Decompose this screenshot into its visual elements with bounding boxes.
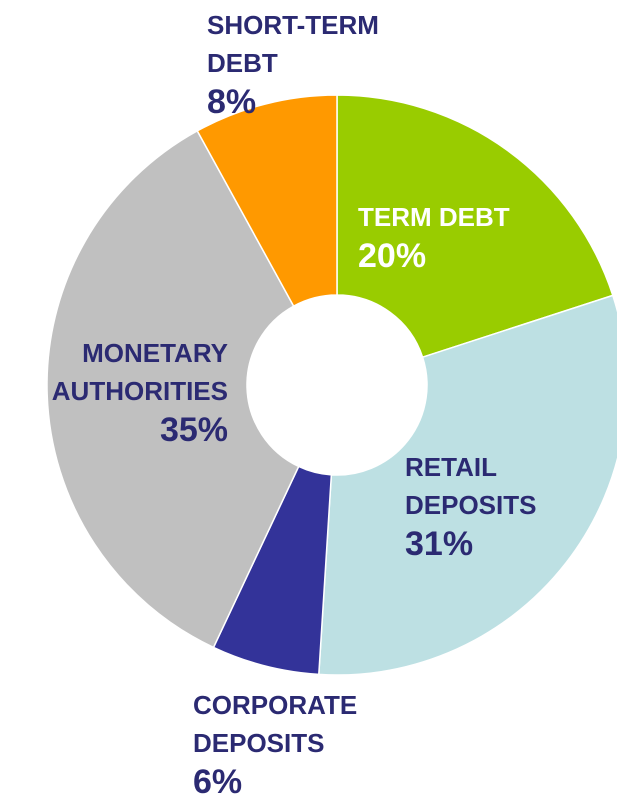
slice-label: TERM DEBT 20% (358, 198, 578, 276)
category-name: SHORT-TERM DEBT (207, 10, 379, 78)
slice-label: CORPORATE DEPOSITS 6% (193, 686, 433, 802)
slice-label: MONETARY AUTHORITIES 35% (0, 334, 228, 450)
category-name: TERM DEBT (358, 202, 510, 232)
slice-label: RETAIL DEPOSITS 31% (405, 448, 575, 564)
category-name: CORPORATE DEPOSITS (193, 690, 358, 758)
donut-slice (46, 129, 300, 649)
donut-slice (317, 294, 617, 676)
slice-label: SHORT-TERM DEBT 8% (207, 6, 447, 122)
percent-label: 6% (193, 763, 243, 801)
category-name: MONETARY AUTHORITIES (51, 338, 228, 406)
percent-label: 20% (358, 237, 427, 275)
percent-label: 8% (207, 83, 257, 121)
category-name: RETAIL DEPOSITS (405, 452, 537, 520)
donut-slice (196, 94, 338, 308)
donut-slice (336, 94, 614, 359)
percent-label: 31% (405, 525, 474, 563)
percent-label: 35% (159, 411, 228, 449)
